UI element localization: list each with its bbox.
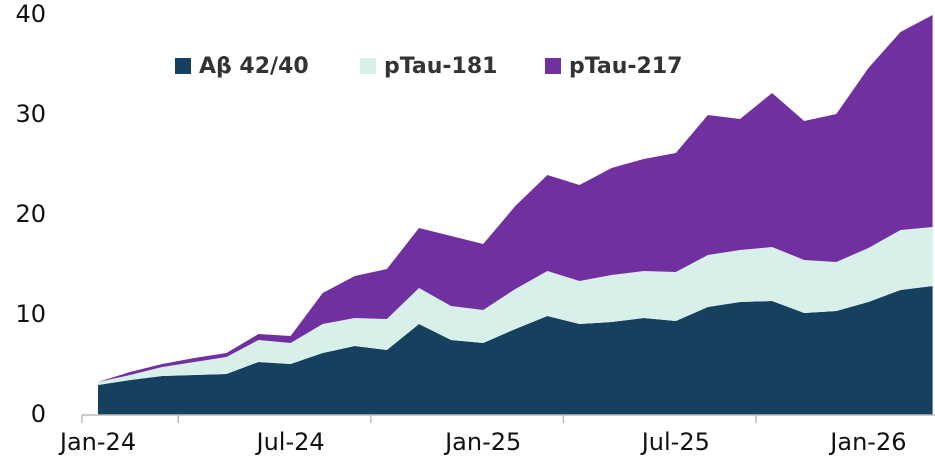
legend-swatch <box>545 58 561 74</box>
legend-label: pTau-217 <box>569 54 682 79</box>
area <box>98 15 933 382</box>
area <box>98 227 933 385</box>
legend-swatch <box>360 58 376 74</box>
legend-label: Aβ 42/40 <box>199 54 309 79</box>
legend-swatch <box>175 58 191 74</box>
legend-label: pTau-181 <box>384 54 497 79</box>
y-tick-label: 30 <box>15 100 46 128</box>
area <box>98 286 933 415</box>
x-tick-label: Jul-25 <box>640 428 710 456</box>
x-tick-label: Jan-26 <box>828 428 906 456</box>
y-tick-label: 10 <box>15 300 46 328</box>
y-tick-label: 40 <box>15 0 46 28</box>
x-tick-label: Jan-24 <box>58 428 136 456</box>
y-tick-label: 20 <box>15 200 46 228</box>
x-tick-label: Jul-24 <box>255 428 325 456</box>
y-tick-label: 0 <box>31 400 46 428</box>
x-tick-label: Jan-25 <box>443 428 521 456</box>
